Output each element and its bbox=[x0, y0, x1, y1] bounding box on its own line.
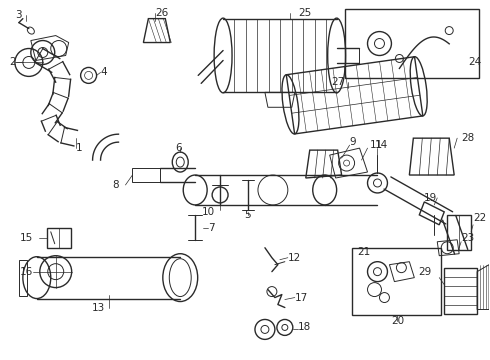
Bar bbox=[132, 168, 160, 182]
Text: 29: 29 bbox=[418, 267, 431, 276]
Text: 25: 25 bbox=[298, 8, 311, 18]
Text: 27: 27 bbox=[331, 77, 344, 87]
Bar bbox=[344, 9, 479, 78]
Text: 20: 20 bbox=[391, 316, 404, 327]
Text: 19: 19 bbox=[424, 193, 437, 203]
Text: 14: 14 bbox=[375, 140, 388, 150]
Text: 1: 1 bbox=[75, 143, 82, 153]
Text: 28: 28 bbox=[461, 133, 474, 143]
Text: 12: 12 bbox=[288, 253, 301, 263]
Text: 13: 13 bbox=[92, 302, 105, 312]
Text: 6: 6 bbox=[175, 143, 182, 153]
Text: 11: 11 bbox=[369, 140, 383, 150]
Text: 23: 23 bbox=[461, 233, 474, 243]
Text: 21: 21 bbox=[358, 247, 371, 257]
Text: 22: 22 bbox=[473, 213, 487, 223]
Text: 18: 18 bbox=[298, 323, 311, 332]
Text: 7: 7 bbox=[208, 223, 215, 233]
Text: 26: 26 bbox=[155, 8, 169, 18]
Text: 4: 4 bbox=[100, 67, 107, 77]
Text: 15: 15 bbox=[20, 233, 33, 243]
Text: 17: 17 bbox=[295, 293, 308, 302]
Bar bbox=[352, 248, 441, 315]
Text: 2: 2 bbox=[9, 58, 16, 67]
Text: 24: 24 bbox=[468, 58, 481, 67]
Text: 16: 16 bbox=[20, 267, 33, 276]
Text: 9: 9 bbox=[349, 137, 356, 147]
Text: 8: 8 bbox=[112, 180, 119, 190]
Text: 3: 3 bbox=[16, 10, 22, 20]
Text: 5: 5 bbox=[245, 210, 251, 220]
Text: 10: 10 bbox=[202, 207, 215, 217]
